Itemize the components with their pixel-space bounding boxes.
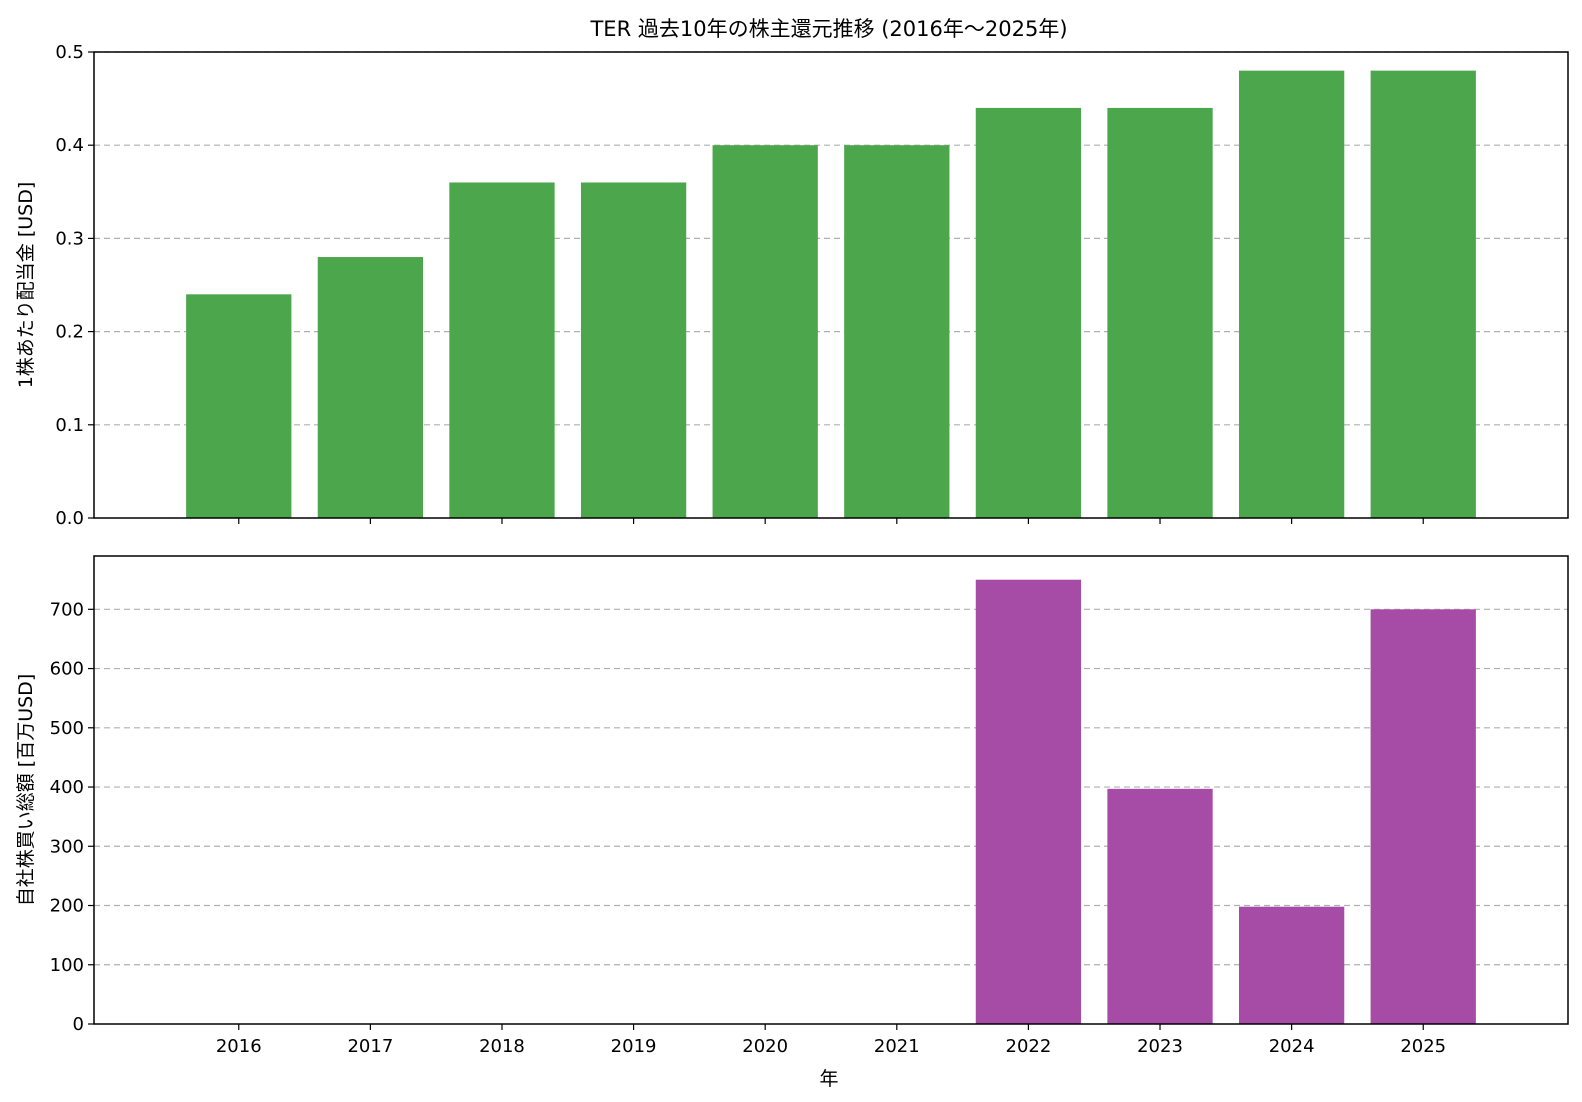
y-tick-label: 0: [73, 1014, 84, 1035]
y-tick-label: 600: [50, 659, 84, 680]
bar-2022: [975, 579, 1082, 1024]
y-axis-label: 1株あたり配当金 [USD]: [15, 182, 37, 389]
bar-2022: [975, 107, 1082, 519]
y-tick-label: 700: [50, 599, 84, 620]
bar-2017: [317, 257, 424, 518]
bar-2025: [1370, 70, 1476, 518]
chart-title: TER 過去10年の株主還元推移 (2016年～2025年): [589, 17, 1067, 41]
bar-2024: [1238, 70, 1345, 518]
bar-2025: [1370, 609, 1476, 1024]
y-tick-label: 100: [50, 955, 84, 976]
plot-frame: [93, 51, 1569, 519]
y-tick-label: 400: [50, 777, 84, 798]
y-tick-label: 0.4: [55, 135, 84, 156]
bar-2024: [1238, 906, 1345, 1024]
x-tick-label: 2024: [1269, 1036, 1315, 1057]
y-tick-label: 0.3: [55, 228, 84, 249]
x-tick-label: 2023: [1137, 1036, 1183, 1057]
bar-2018: [449, 182, 555, 519]
plot-frame: [93, 555, 1569, 1025]
y-tick-label: 300: [50, 836, 84, 857]
bar-2020: [712, 145, 818, 518]
y-tick-label: 0.1: [55, 415, 84, 436]
dividend-panel: 0.0 0.1 0.2 0.3 0.4 0.5 1株あたり配当金 [USD]: [15, 42, 1569, 529]
x-tick-label: 2022: [1006, 1036, 1052, 1057]
x-tick-label: 2020: [742, 1036, 788, 1057]
x-axis-label: 年: [819, 1068, 838, 1090]
x-tick-label: 2016: [216, 1036, 262, 1057]
y-tick-label: 200: [50, 896, 84, 917]
x-tick-label: 2017: [347, 1036, 393, 1057]
bar-2019: [580, 182, 687, 519]
y-tick-label: 0.5: [55, 42, 84, 63]
y-tick-label: 0.0: [55, 508, 84, 529]
buyback-panel: 0 100 200 300 400 500 600 700 2016 2017 2018 2019 20…: [15, 555, 1569, 1057]
bar-2016: [186, 294, 292, 518]
x-tick-label: 2018: [479, 1036, 525, 1057]
y-tick-label: 0.2: [55, 322, 84, 343]
bar-2023: [1107, 107, 1213, 519]
x-tick-label: 2025: [1400, 1036, 1446, 1057]
bar-2021: [844, 145, 950, 518]
x-tick-label: 2019: [611, 1036, 657, 1057]
y-tick-label: 500: [50, 718, 84, 739]
x-tick-label: 2021: [874, 1036, 920, 1057]
y-axis-label: 自社株買い総額 [百万USD]: [15, 674, 37, 906]
bar-2023: [1107, 788, 1213, 1024]
